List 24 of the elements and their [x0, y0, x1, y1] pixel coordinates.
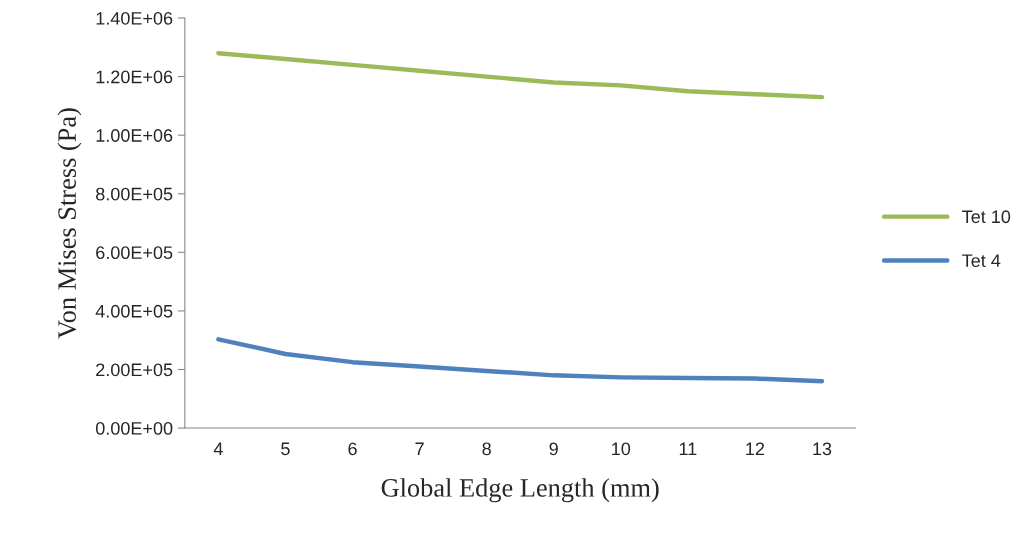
x-axis-title: Global Edge Length (mm) — [381, 478, 659, 503]
y-tick-label: 2.00E+05 — [96, 363, 173, 377]
y-tick-label: 1.40E+06 — [96, 11, 173, 25]
y-tick-label: 1.20E+06 — [96, 70, 173, 84]
line-series — [216, 50, 825, 100]
x-tick-label: 4 — [213, 442, 223, 456]
x-tick-label: 8 — [482, 442, 491, 456]
y-tick-label: 0.00E+00 — [95, 422, 173, 435]
y-tick-label: 8.00E+05 — [96, 187, 173, 201]
x-tick-label: 7 — [415, 442, 424, 456]
x-tick-label: 5 — [281, 442, 290, 456]
legend-label: Tet 4 — [962, 254, 1001, 268]
y-tick-label: 4.00E+05 — [95, 304, 173, 318]
x-tick-label: 11 — [679, 442, 697, 456]
x-tick-label: 6 — [348, 442, 357, 456]
x-tick-label: 13 — [813, 442, 832, 456]
x-tick-label: 10 — [612, 442, 631, 456]
x-tick-label: 12 — [746, 442, 765, 456]
x-tick-label: 9 — [549, 442, 558, 456]
y-tick-label: 6.00E+05 — [96, 246, 173, 260]
legend-label: Tet 10 — [962, 210, 1011, 224]
line-series — [216, 337, 825, 384]
y-tick-label: 1.00E+06 — [96, 129, 173, 142]
y-axis-title: Von Mises Stress (Pa) — [57, 108, 82, 339]
